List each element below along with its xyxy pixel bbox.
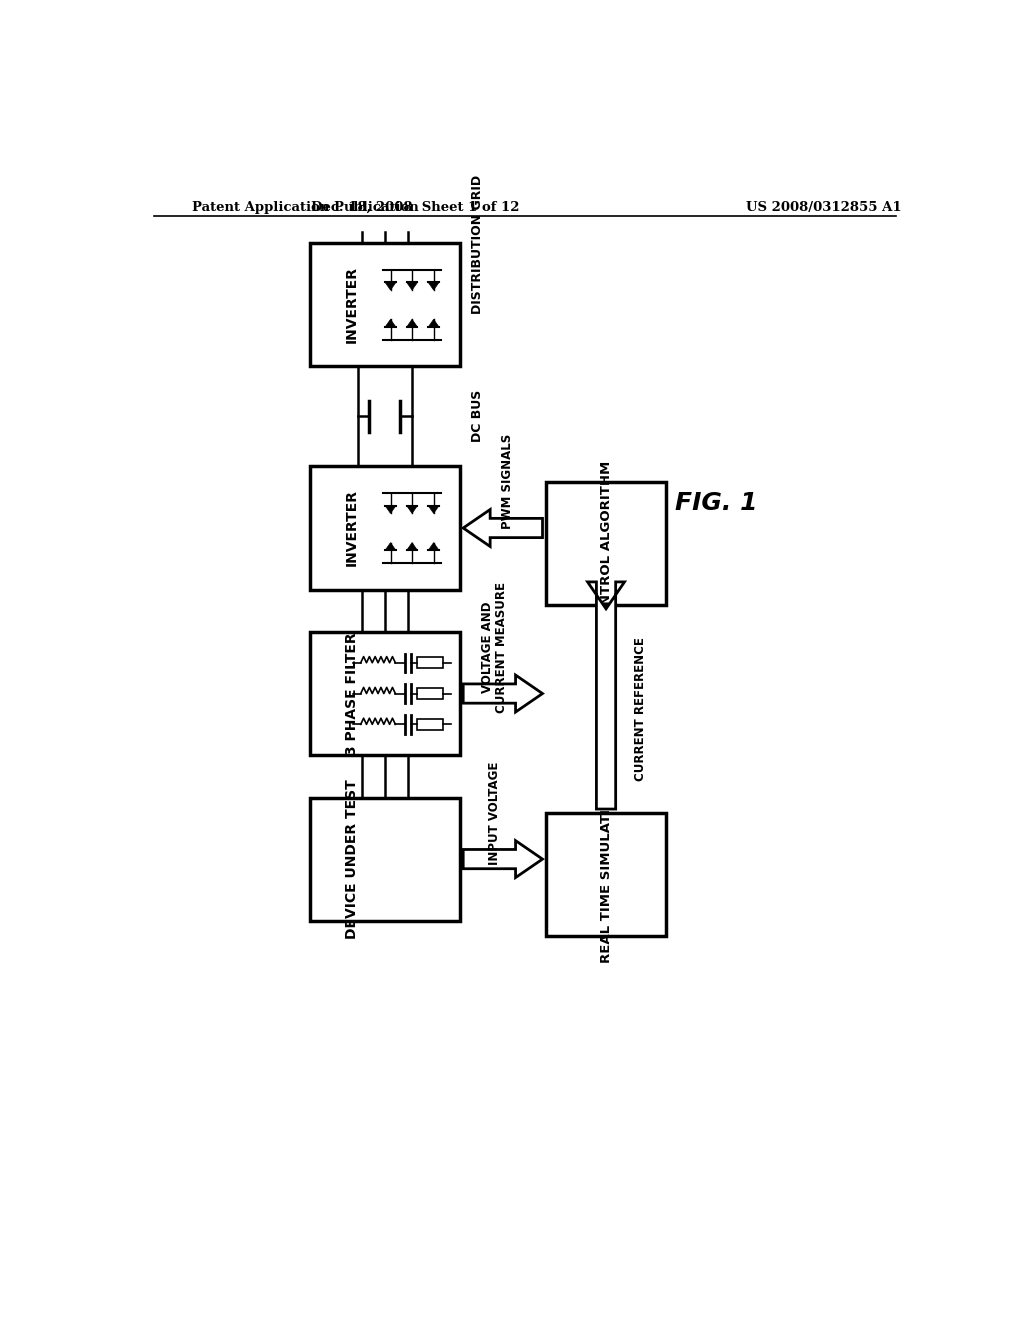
Bar <box>417 657 443 668</box>
Polygon shape <box>428 282 439 290</box>
Polygon shape <box>385 319 396 327</box>
Text: DC BUS: DC BUS <box>471 391 484 442</box>
Bar <box>310 466 460 590</box>
Text: VOLTAGE AND
CURRENT MEASURE: VOLTAGE AND CURRENT MEASURE <box>481 582 509 713</box>
Polygon shape <box>588 582 625 809</box>
Text: DISTRIBUTION GRID: DISTRIBUTION GRID <box>471 176 484 314</box>
Polygon shape <box>428 506 439 513</box>
Polygon shape <box>407 319 418 327</box>
Text: INVERTER: INVERTER <box>345 267 359 343</box>
Polygon shape <box>463 510 543 546</box>
Bar <box>310 243 460 367</box>
Bar <box>310 632 460 755</box>
Polygon shape <box>428 319 439 327</box>
Bar <box>547 482 666 605</box>
Text: DEVICE UNDER TEST: DEVICE UNDER TEST <box>345 779 359 939</box>
Text: US 2008/0312855 A1: US 2008/0312855 A1 <box>745 201 901 214</box>
Text: CURRENT REFERENCE: CURRENT REFERENCE <box>634 638 647 781</box>
Polygon shape <box>385 543 396 550</box>
Bar <box>547 813 666 936</box>
Polygon shape <box>428 543 439 550</box>
Text: FIG. 1: FIG. 1 <box>675 491 757 515</box>
Polygon shape <box>407 506 418 513</box>
Text: INPUT VOLTAGE: INPUT VOLTAGE <box>488 762 502 865</box>
Polygon shape <box>407 543 418 550</box>
Polygon shape <box>463 841 543 878</box>
Polygon shape <box>385 282 396 290</box>
Bar <box>310 797 460 921</box>
Polygon shape <box>407 282 418 290</box>
Text: INVERTER: INVERTER <box>345 490 359 566</box>
Text: PWM SIGNALS: PWM SIGNALS <box>501 434 514 529</box>
Text: REAL TIME SIMULATION: REAL TIME SIMULATION <box>599 787 612 962</box>
Polygon shape <box>463 675 543 711</box>
Bar <box>417 688 443 700</box>
Text: Dec. 18, 2008  Sheet 1 of 12: Dec. 18, 2008 Sheet 1 of 12 <box>311 201 520 214</box>
Polygon shape <box>385 506 396 513</box>
Bar <box>417 719 443 730</box>
Text: CONTROL ALGORITHM: CONTROL ALGORITHM <box>599 461 612 626</box>
Text: 3 PHASE FILTER: 3 PHASE FILTER <box>345 632 359 755</box>
Text: Patent Application Publication: Patent Application Publication <box>193 201 419 214</box>
